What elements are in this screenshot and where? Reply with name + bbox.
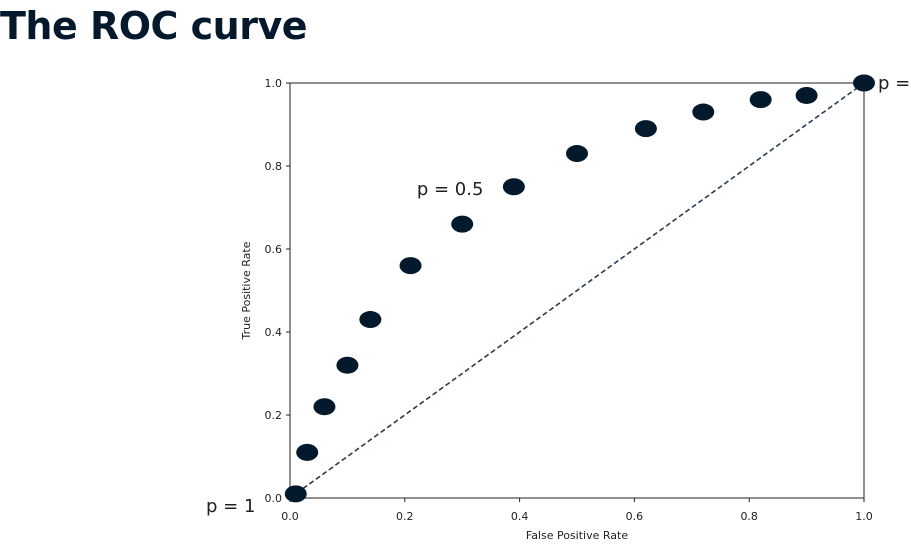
threshold-annotations: p = 1 p = 0.5 p = bbox=[206, 73, 910, 517]
y-tick-label: 1.0 bbox=[265, 77, 283, 90]
x-tick-label: 0.6 bbox=[626, 510, 644, 523]
y-tick-label: 0.2 bbox=[265, 409, 283, 422]
y-tick-label: 0.6 bbox=[265, 243, 283, 256]
roc-point bbox=[451, 215, 474, 233]
threshold-annotation: p = 0.5 bbox=[417, 179, 484, 200]
x-tick-label: 0.2 bbox=[396, 510, 414, 523]
y-tick-label: 0.0 bbox=[265, 492, 283, 505]
threshold-annotation: p = 1 bbox=[206, 496, 255, 517]
threshold-annotation: p = bbox=[878, 73, 910, 94]
x-axis-label: False Positive Rate bbox=[526, 529, 628, 542]
y-axis: 0.0 0.2 0.4 0.6 0.8 1.0 bbox=[265, 77, 290, 505]
roc-point bbox=[336, 356, 359, 374]
x-tick-label: 0.0 bbox=[281, 510, 299, 523]
roc-point bbox=[359, 311, 382, 329]
x-axis: 0.0 0.2 0.4 0.6 0.8 1.0 bbox=[281, 498, 873, 523]
roc-point bbox=[399, 257, 422, 275]
roc-point bbox=[566, 145, 588, 163]
roc-point bbox=[853, 74, 875, 92]
roc-point bbox=[749, 91, 772, 109]
x-tick-label: 1.0 bbox=[855, 510, 873, 523]
roc-point bbox=[313, 398, 336, 416]
roc-point bbox=[284, 485, 307, 503]
roc-point bbox=[795, 86, 818, 104]
roc-point bbox=[692, 103, 715, 121]
roc-points bbox=[284, 74, 875, 503]
y-tick-label: 0.4 bbox=[265, 326, 283, 339]
roc-point bbox=[634, 120, 657, 138]
diagonal-reference-line bbox=[289, 82, 865, 499]
y-axis-label: True Positive Rate bbox=[240, 241, 253, 340]
roc-point bbox=[296, 443, 319, 461]
roc-point bbox=[502, 178, 525, 196]
plot-frame bbox=[289, 82, 865, 499]
slide-title: The ROC curve bbox=[0, 4, 308, 48]
y-tick-label: 0.8 bbox=[265, 160, 283, 173]
x-tick-label: 0.8 bbox=[740, 510, 758, 523]
x-tick-label: 0.4 bbox=[511, 510, 529, 523]
